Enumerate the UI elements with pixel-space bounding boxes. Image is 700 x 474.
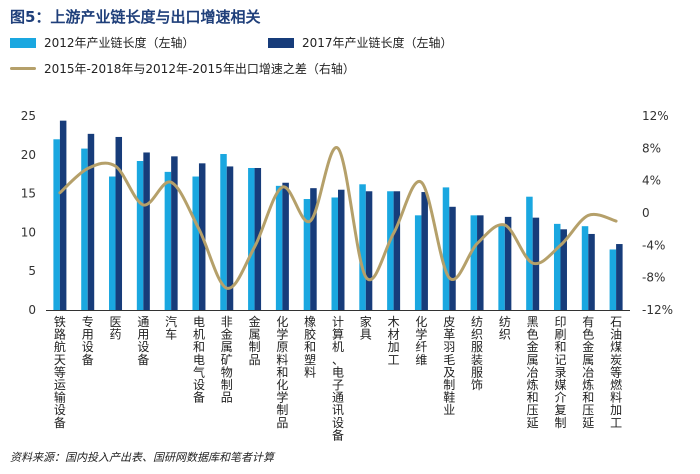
bar-2017 (171, 156, 178, 310)
left-axis-tick-label: 10 (21, 225, 36, 239)
bar-2012 (303, 199, 311, 310)
x-axis-category-label: 电机和电气设备 (193, 315, 205, 405)
left-axis-tick-label: 5 (28, 264, 36, 278)
legend-label-2017: 2017年产业链长度（左轴） (302, 36, 453, 50)
right-axis-tick-label: 12% (642, 109, 669, 123)
bar-2017 (560, 229, 567, 310)
x-axis-category-label: 医药 (110, 315, 122, 342)
x-axis-category-label: 黑色金属冶炼和压延 (527, 315, 539, 430)
bar-2012 (53, 139, 60, 310)
bar-2012 (220, 154, 227, 310)
x-axis-category-label: 汽车 (165, 314, 177, 342)
bar-2012 (442, 187, 450, 310)
bar-2012 (498, 224, 505, 310)
legend-label-export-diff: 2015年-2018年与2012年-2015年出口增速之差（右轴） (44, 62, 355, 76)
export-diff-line (58, 146, 618, 290)
bar-2017 (393, 191, 401, 310)
bar-2017 (115, 136, 123, 310)
bar-2017 (477, 215, 484, 310)
left-axis-tick-label: 25 (21, 109, 36, 123)
x-axis-category-label: 铁路航天等运输设备 (54, 315, 66, 430)
bar-2017 (59, 120, 67, 310)
bar-2017 (588, 233, 595, 310)
bar-2012 (164, 171, 172, 310)
legend-label-2012: 2012年产业链长度（左轴） (44, 36, 195, 50)
x-axis-category-label: 橡胶和塑料 (304, 315, 316, 379)
bar-2012 (359, 184, 366, 310)
x-axis-category-label: 计算机、电子通讯设备 (332, 315, 344, 442)
right-axis-tick-label: 0 (642, 206, 650, 220)
legend-row-bars: 2012年产业链长度（左轴） 2017年产业链长度（左轴） (10, 34, 453, 51)
x-axis-category-label: 木材加工 (388, 315, 400, 367)
legend-item-2012: 2012年产业链长度（左轴） (10, 34, 268, 51)
bar-2012 (248, 167, 255, 310)
right-axis-tick-label: 8% (642, 141, 661, 155)
x-axis-category-label: 纺织 (499, 315, 511, 342)
bar-2012 (553, 223, 561, 310)
bar-2017 (87, 133, 95, 310)
bar-2017 (143, 152, 150, 310)
x-axis-category-label: 专用设备 (82, 314, 94, 367)
x-axis-category-label: 金属制品 (249, 314, 261, 367)
x-axis-category-label: 皮革羽毛及制鞋业 (443, 315, 455, 417)
bar-2012 (331, 197, 338, 310)
x-axis-category-label: 非金属矿物制品 (221, 315, 233, 405)
legend-item-export-diff: 2015年-2018年与2012年-2015年出口增速之差（右轴） (10, 60, 355, 77)
legend-row-line: 2015年-2018年与2012年-2015年出口增速之差（右轴） (10, 60, 355, 77)
bar-2017 (226, 166, 234, 310)
bar-2012 (609, 249, 617, 310)
legend-swatch-2012 (10, 37, 36, 48)
bar-2012 (581, 226, 589, 310)
bar-2012 (109, 176, 116, 310)
bar-2017 (310, 188, 317, 310)
right-axis-tick-label: -4% (642, 238, 665, 252)
left-axis-tick-label: 20 (21, 148, 36, 162)
bar-2017 (365, 191, 373, 310)
bar-2017 (449, 206, 456, 310)
bar-2012 (387, 191, 394, 310)
source-note: 资料来源：国内投入产出表、国研网数据库和笔者计算 (10, 451, 274, 464)
left-axis-tick-label: 0 (28, 303, 36, 317)
bar-2012 (275, 185, 283, 310)
x-axis-category-label: 化学原料和化学制品 (276, 315, 288, 430)
right-axis-tick-label: -8% (642, 271, 665, 285)
bar-2012 (192, 176, 199, 310)
bar-2012 (470, 215, 478, 310)
bar-2017 (421, 192, 428, 310)
bar-2017 (282, 182, 289, 310)
x-axis-category-label: 通用设备 (137, 315, 149, 367)
bar-2017 (338, 189, 345, 310)
bar-2012 (414, 215, 422, 310)
chart-title: 图5：上游产业链长度与出口增速相关 (10, 8, 261, 26)
bar-2017 (616, 244, 623, 310)
bar-2012 (81, 148, 88, 310)
legend-swatch-export-diff (10, 67, 36, 70)
bar-2012 (136, 161, 144, 310)
legend-item-2017: 2017年产业链长度（左轴） (268, 34, 453, 51)
x-axis-category-label: 纺织服装服饰 (471, 315, 483, 392)
bar-2017 (504, 216, 512, 310)
bar-2012 (526, 196, 533, 310)
right-axis-tick-label: 4% (642, 174, 661, 188)
x-axis-category-label: 印刷和记录媒介复制 (554, 315, 566, 430)
left-axis-tick-label: 15 (21, 187, 36, 201)
x-axis-category-label: 有色金属冶炼和压延 (582, 315, 594, 430)
x-axis-category-label: 化学纤维 (415, 315, 427, 367)
right-axis-tick-label: -12% (642, 303, 673, 317)
legend-swatch-2017 (268, 37, 294, 48)
x-axis-category-label: 石油煤炭等燃料加工 (610, 315, 622, 430)
x-axis-category-label: 家具 (360, 314, 372, 342)
